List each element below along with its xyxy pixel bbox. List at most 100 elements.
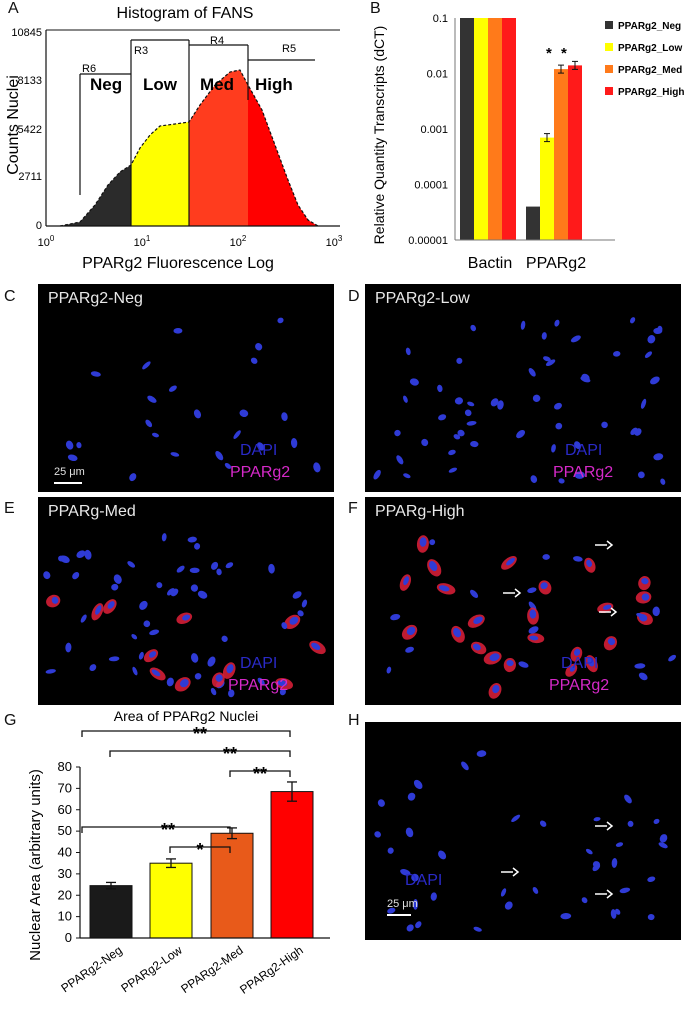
nucleus [489,653,500,662]
nucleus [532,394,541,403]
nucleus [281,622,288,630]
nucleus [634,663,646,669]
nucleus [500,888,507,897]
nucleus [492,684,500,694]
nucleus [84,549,92,560]
gate-label-r4: R4 [210,35,224,47]
nucleus [145,419,153,428]
qpcr-bar [568,65,582,240]
significance-marker: ** [193,724,207,744]
nucleus [476,750,487,757]
dapi-label: DAPI [240,442,278,459]
micrograph-ppar-low: PPARg2-Low DAPI PPARg2 [365,284,681,492]
nuclear-area-bar [210,832,254,939]
nucleus [156,582,163,589]
qpcr-ytick: 0.1 [433,13,448,25]
nucleus [659,834,668,843]
cell-nuclei [43,533,326,698]
nucleus [438,850,447,860]
scale-label: 25 μm [54,466,85,478]
significance-marker: ** [161,820,175,840]
nucleus [215,450,224,461]
nucleus [592,863,601,872]
nucleus [187,536,197,543]
qpcr-bar [460,18,474,240]
micrograph-title: PPARg-High [375,503,465,520]
nucleus [210,687,217,696]
micrograph-dapi-only: DAPI 25 μm [365,722,681,940]
nucleus [603,604,612,610]
nuclear-area-category-label: PPARg2-Med [178,943,245,996]
dapi-label: DAPI [565,442,603,459]
nucleus [281,412,288,422]
nuclear-area-ytick: 30 [58,866,72,881]
nucleus [464,409,472,417]
nucleus [438,585,450,592]
nucleus [166,677,174,687]
arrow-icon [610,607,618,617]
nucleus [250,357,258,364]
nucleus [615,842,624,847]
nuclear-area-category-label: PPARg2-High [237,943,305,997]
nuclear-area-bar [270,791,314,939]
nucleus [615,908,621,915]
significance-marker: ** [253,764,267,784]
nucleus [454,397,464,405]
histogram-title: Histogram of FANS [117,5,254,22]
nucleus [545,359,556,367]
gate-label-r3: R3 [134,45,148,57]
legend-swatch [605,43,613,51]
nucleus [419,537,427,547]
nucleus [448,467,458,473]
nucleus [429,539,436,546]
nucleus [613,351,621,357]
nuclear-area-ytick: 10 [58,909,72,924]
histogram-ylabel: Counts Nuclei [5,75,22,175]
qpcr-ylabel: Relative Quantity Transcripts (dCT) [371,26,387,245]
nucleus [650,376,660,385]
nuclear-area-ytick: 40 [58,845,72,860]
histogram-xtick: 103 [326,234,343,249]
cell-nuclei [65,317,321,482]
nucleus [529,635,539,641]
qpcr-bar [474,18,488,240]
nucleus [573,556,583,562]
nucleus [543,356,551,362]
nucleus [406,626,416,636]
nucleus [394,429,401,437]
qpcr-bar-chart: Relative Quantity Transcripts (dCT) 0.1 0… [371,13,685,272]
nucleus [652,606,660,617]
nucleus [131,634,138,640]
nucleus [409,378,419,386]
nucleus [58,555,65,562]
pparg2-label: PPARg2 [553,464,614,481]
nuclear-area-ytick: 50 [58,823,72,838]
nucleus [403,395,408,403]
histogram-ytick: 0 [36,220,42,232]
nucleus [45,669,56,674]
nucleus [194,673,202,680]
nuclear-area-bar [89,885,133,939]
nucleus [406,924,414,932]
population-label-high: High [255,75,293,94]
nucleus [405,646,414,653]
nucleus [387,907,396,914]
nucleus [51,596,59,604]
nucleus [43,571,51,580]
histogram-ytick: 10845 [11,27,42,39]
nucleus [147,395,157,403]
nucleus [161,533,167,542]
gate-label-r5: R5 [282,43,296,55]
nucleus [413,779,423,790]
nucleus [403,473,411,479]
qpcr-ytick: 0.00001 [408,235,448,247]
nucleus [390,613,401,621]
pparg2-label: PPARg2 [228,677,289,694]
micrograph-ppar-high: PPARg-High DAPI PPARg2 [365,497,681,705]
nucleus [257,677,265,686]
nucleus [166,588,175,596]
histogram-outline [59,69,319,227]
nucleus [176,565,185,573]
nucleus [256,442,265,451]
nucleus [403,576,409,586]
